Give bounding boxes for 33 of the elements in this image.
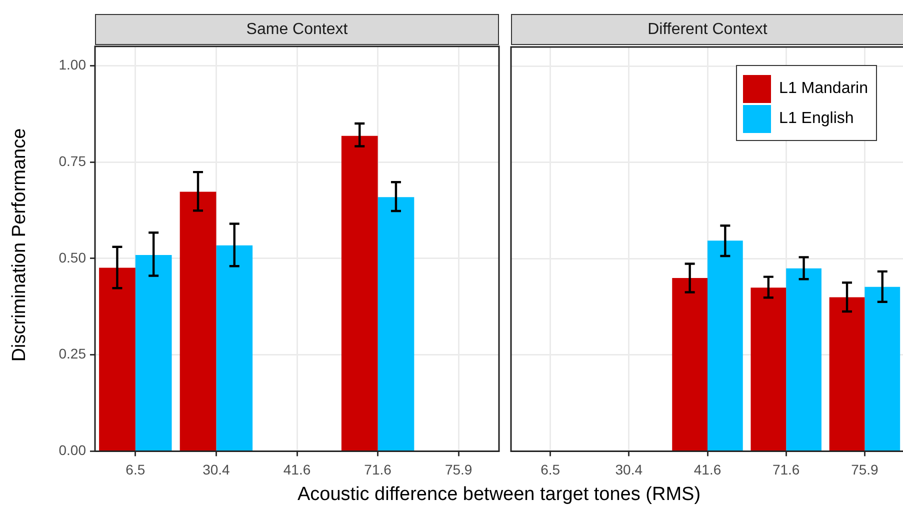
- x-tick-label: 75.9: [444, 461, 472, 478]
- bar: [216, 245, 253, 450]
- x-tick-label: 71.6: [364, 461, 392, 478]
- bar: [750, 288, 786, 450]
- chart-title: Same Context: [95, 14, 499, 45]
- y-tick-label: 0.25: [58, 346, 86, 362]
- bar: [180, 192, 216, 450]
- bar: [341, 136, 378, 450]
- x-tick-label: 6.5: [540, 461, 560, 478]
- chart-title: Different Context: [511, 14, 903, 45]
- bar: [708, 240, 743, 450]
- bar: [99, 268, 136, 450]
- y-tick-label: 0.50: [58, 249, 86, 266]
- y-tick-label: 0.75: [58, 152, 86, 169]
- x-tick-label: 41.6: [694, 461, 722, 478]
- bar: [786, 268, 822, 450]
- bar: [864, 286, 900, 450]
- bar: [135, 254, 172, 450]
- x-tick-label: 71.6: [772, 461, 800, 478]
- x-tick-label: 75.9: [851, 461, 879, 478]
- y-tick-label: 1.00: [58, 56, 86, 73]
- legend-label: L1 Mandarin: [779, 80, 868, 98]
- x-axis-title: Acoustic difference between target tones (RMS): [296, 484, 702, 506]
- bar: [829, 297, 865, 450]
- y-tick-label: 0.00: [58, 442, 86, 458]
- bar: [378, 197, 414, 450]
- x-tick-label: 30.4: [615, 461, 643, 478]
- x-tick-label: 41.6: [283, 461, 311, 478]
- legend-label: L1 English: [779, 110, 854, 128]
- bar: [672, 278, 708, 450]
- x-tick-label: 30.4: [202, 461, 230, 478]
- y-axis-title: Discrimination Performance: [9, 128, 31, 362]
- x-tick-label: 6.5: [126, 461, 146, 478]
